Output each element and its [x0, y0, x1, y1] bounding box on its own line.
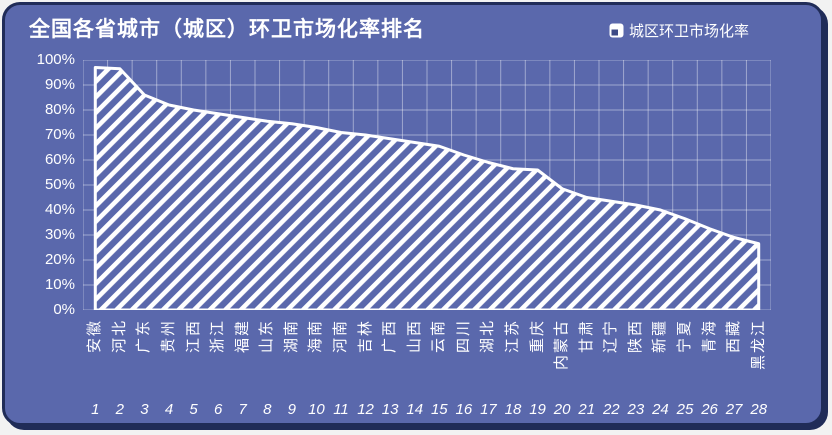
y-axis-label: 40% — [44, 201, 75, 218]
x-axis-label: 海南 — [307, 319, 325, 354]
rank-label: 7 — [238, 401, 247, 418]
rank-label: 27 — [725, 401, 743, 418]
rank-label: 5 — [189, 401, 198, 418]
rank-label: 22 — [602, 401, 620, 418]
x-axis-label: 黑龙江 — [749, 319, 767, 371]
chart-title: 全国各省城市（城区）环卫市场化率排名 — [29, 18, 425, 41]
x-axis-label: 广西 — [381, 319, 399, 354]
y-axis-label: 20% — [44, 251, 75, 268]
x-axis-label: 河南 — [332, 319, 349, 354]
y-axis-label: 30% — [44, 226, 75, 243]
x-axis-label: 云南 — [430, 319, 448, 354]
rank-label: 12 — [357, 401, 374, 418]
y-axis-label: 0% — [53, 301, 75, 318]
rank-label: 28 — [750, 401, 768, 418]
rank-label: 23 — [627, 401, 645, 418]
rank-label: 13 — [381, 401, 399, 418]
rank-label: 16 — [455, 401, 473, 418]
y-axis-label: 90% — [44, 76, 75, 93]
x-axis-label: 陕西 — [626, 319, 644, 354]
rank-label: 20 — [553, 401, 571, 418]
x-axis-label: 广东 — [135, 319, 153, 354]
area-series[interactable] — [93, 66, 761, 312]
rank-label: 18 — [504, 401, 522, 418]
rank-label: 26 — [701, 401, 718, 418]
y-axis-label: 10% — [44, 276, 75, 293]
rank-label: 6 — [213, 401, 223, 418]
rank-label: 2 — [115, 401, 125, 418]
rank-label: 15 — [430, 401, 448, 418]
x-axis-label: 河北 — [110, 319, 128, 354]
rank-label: 3 — [140, 401, 149, 418]
hatched-square-icon — [609, 23, 624, 37]
y-axis-label: 60% — [44, 151, 75, 168]
chart-card-inner: 全国各省城市（城区）环卫市场化率排名 城区环卫市场化率 100% 90% 80% 70… — [5, 5, 821, 423]
rank-label: 10 — [308, 401, 325, 418]
rank-label: 4 — [164, 401, 174, 418]
rank-label: 11 — [333, 401, 349, 418]
x-axis-label: 青海 — [700, 319, 718, 354]
x-axis-label: 西藏 — [725, 319, 743, 354]
y-axis-label: 100% — [36, 51, 75, 68]
x-axis-label: 安徽 — [86, 319, 104, 354]
x-axis-label: 江苏 — [504, 319, 521, 354]
plot-area — [82, 59, 772, 312]
x-axis-label: 山西 — [405, 319, 423, 354]
y-axis-label: 70% — [44, 126, 75, 143]
rank-label: 24 — [652, 401, 669, 418]
chart-card: 全国各省城市（城区）环卫市场化率排名 城区环卫市场化率 100% 90% 80% 70… — [2, 2, 824, 426]
rank-label: 25 — [676, 401, 694, 418]
rank-label: 9 — [287, 401, 297, 418]
x-axis-label: 江西 — [184, 319, 202, 354]
x-axis-label: 山东 — [258, 319, 276, 354]
rank-label: 1 — [91, 401, 100, 418]
x-axis-label: 湖南 — [282, 319, 300, 354]
x-axis-label: 宁夏 — [676, 319, 693, 354]
rank-label: 14 — [406, 401, 424, 418]
y-axis-label: 50% — [44, 176, 75, 193]
x-axis-label: 新疆 — [651, 319, 669, 354]
rank-label: 17 — [480, 401, 497, 418]
x-axis-label: 浙江 — [209, 319, 227, 354]
rank-label: 19 — [529, 401, 546, 418]
x-axis-label: 吉林 — [356, 319, 374, 354]
x-axis-label: 内蒙古 — [553, 319, 571, 371]
y-axis-label: 80% — [44, 101, 75, 118]
x-axis-label: 甘肃 — [577, 319, 595, 354]
rank-label: 21 — [578, 401, 596, 418]
x-axis-label: 湖北 — [479, 319, 497, 354]
x-axis-label: 福建 — [233, 319, 251, 354]
legend-item[interactable]: 城区环卫市场化率 — [609, 21, 750, 40]
x-axis-label: 辽宁 — [602, 319, 620, 354]
x-axis-label: 重庆 — [528, 319, 546, 354]
rank-label: 8 — [263, 401, 272, 418]
x-axis-label: 贵州 — [160, 319, 177, 354]
area-chart-svg — [82, 59, 772, 312]
legend-label: 城区环卫市场化率 — [629, 22, 750, 40]
x-axis-label: 四川 — [454, 319, 472, 354]
